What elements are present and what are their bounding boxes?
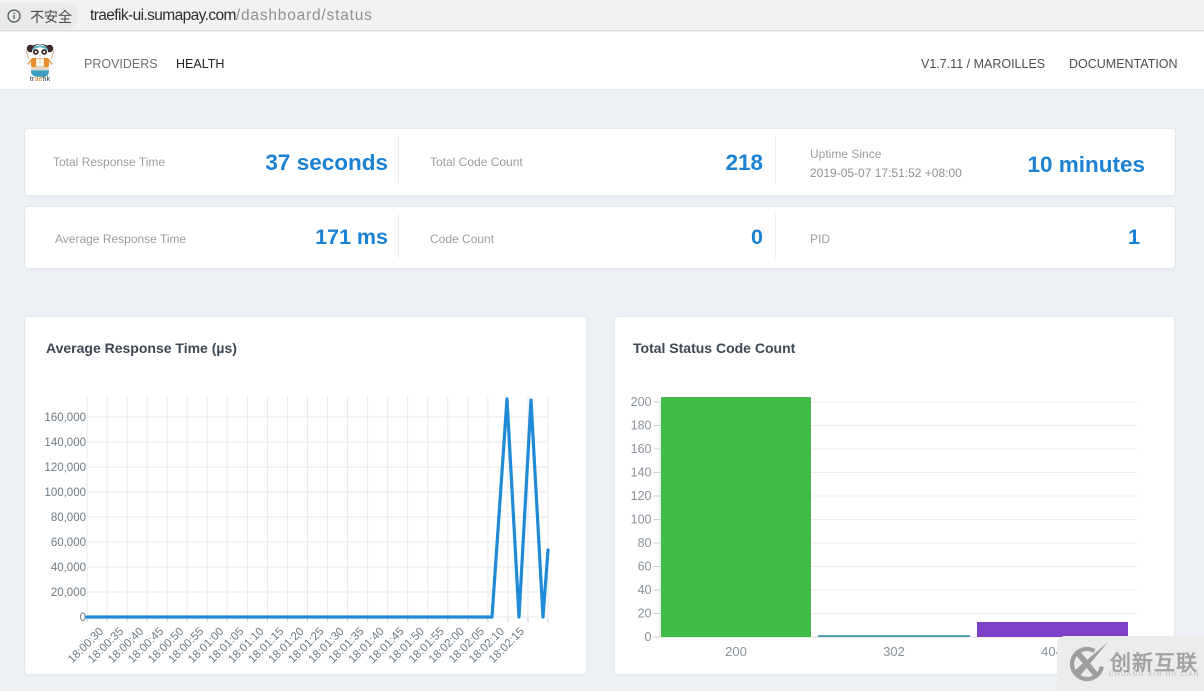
- svg-text:20: 20: [638, 607, 652, 621]
- svg-text:160: 160: [631, 442, 652, 456]
- svg-text:40,000: 40,000: [51, 562, 86, 574]
- svg-text:80,000: 80,000: [51, 512, 86, 524]
- svg-text:100: 100: [631, 513, 652, 527]
- svg-text:200: 200: [631, 395, 652, 409]
- svg-text:60: 60: [638, 560, 652, 574]
- svg-text:20,000: 20,000: [51, 587, 86, 599]
- svg-text:140,000: 140,000: [44, 437, 86, 449]
- svg-text:100,000: 100,000: [44, 487, 86, 499]
- svg-text:80: 80: [638, 536, 652, 550]
- svg-text:40: 40: [638, 583, 652, 597]
- svg-text:120: 120: [631, 489, 652, 503]
- svg-text:140: 140: [631, 466, 652, 480]
- svg-text:0: 0: [645, 630, 652, 644]
- svg-text:200: 200: [725, 644, 747, 659]
- svg-text:120,000: 120,000: [44, 462, 86, 474]
- svg-text:180: 180: [631, 419, 652, 433]
- svg-text:302: 302: [883, 644, 905, 659]
- svg-text:160,000: 160,000: [44, 412, 86, 424]
- svg-text:0: 0: [80, 612, 86, 624]
- svg-text:60,000: 60,000: [51, 537, 86, 549]
